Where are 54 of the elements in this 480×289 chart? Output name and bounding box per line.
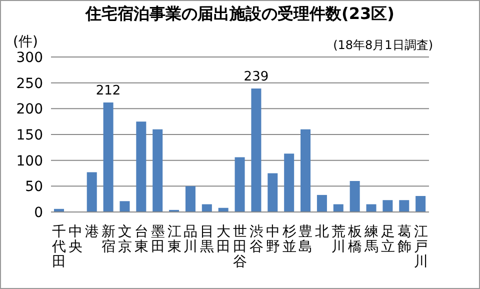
- bar: [136, 122, 146, 212]
- bar: [268, 173, 278, 212]
- y-tick-label: 300: [16, 50, 43, 66]
- text: (18年8月1日調査): [333, 37, 433, 54]
- x-tick-label: 新宿: [102, 224, 116, 255]
- x-tick-label: 墨田: [150, 224, 165, 255]
- bar: [251, 88, 262, 212]
- bar: [366, 204, 376, 212]
- x-tick-label: 葛飾: [397, 224, 412, 255]
- bar: [399, 200, 410, 212]
- bar: [152, 129, 163, 212]
- bar: [86, 172, 97, 212]
- y-tick-label: 250: [16, 76, 43, 92]
- bar: [350, 181, 360, 212]
- x-tick-label: 中野: [266, 224, 280, 255]
- bar: [120, 201, 130, 212]
- x-tick-label: 江東: [167, 224, 182, 255]
- x-tick-label: 中央: [68, 224, 83, 255]
- x-tick-label: 台東: [134, 224, 148, 255]
- bar: [300, 129, 311, 212]
- y-tick-label: 200: [16, 102, 43, 118]
- bar: [103, 102, 114, 212]
- bar: [234, 157, 245, 212]
- chart-title: 住宅宿泊事業の届出施設の受理件数(23区): [84, 4, 396, 25]
- bar: [185, 186, 196, 212]
- data-label: 239: [244, 70, 269, 85]
- x-tick-label: 足立: [380, 224, 395, 255]
- x-tick-label: 千代田: [51, 224, 66, 270]
- bar: [333, 204, 344, 212]
- bar: [284, 154, 294, 212]
- x-tick-label: 板橋: [347, 224, 362, 255]
- x-tick-label: 文京: [118, 224, 132, 255]
- x-tick-label: 港: [85, 224, 100, 240]
- bar: [202, 204, 212, 212]
- x-tick-label: 渋谷: [249, 224, 264, 255]
- x-tick-label: 大田: [216, 224, 231, 255]
- x-tick-label: 練馬: [363, 224, 378, 255]
- y-tick-label: 50: [25, 179, 43, 196]
- x-tick-label: 杉並: [281, 224, 296, 255]
- x-tick-label: 目黒: [200, 224, 214, 255]
- bar: [382, 200, 393, 212]
- bar: [416, 196, 426, 212]
- x-tick-label: 江戸川: [414, 224, 428, 270]
- data-label: 212: [96, 83, 121, 98]
- x-tick-label: 世田谷: [233, 224, 247, 270]
- x-tick-label: 品川: [184, 224, 198, 255]
- x-tick-label: 荒川: [332, 224, 346, 255]
- y-tick-label: 150: [16, 127, 43, 144]
- x-tick-label: 北: [315, 224, 330, 240]
- y-tick-label: 0: [34, 204, 43, 221]
- x-tick-label: 豊島: [298, 224, 313, 255]
- y-axis-title: (件): [13, 33, 38, 51]
- bar: [316, 194, 327, 212]
- y-tick-label: 100: [16, 153, 43, 170]
